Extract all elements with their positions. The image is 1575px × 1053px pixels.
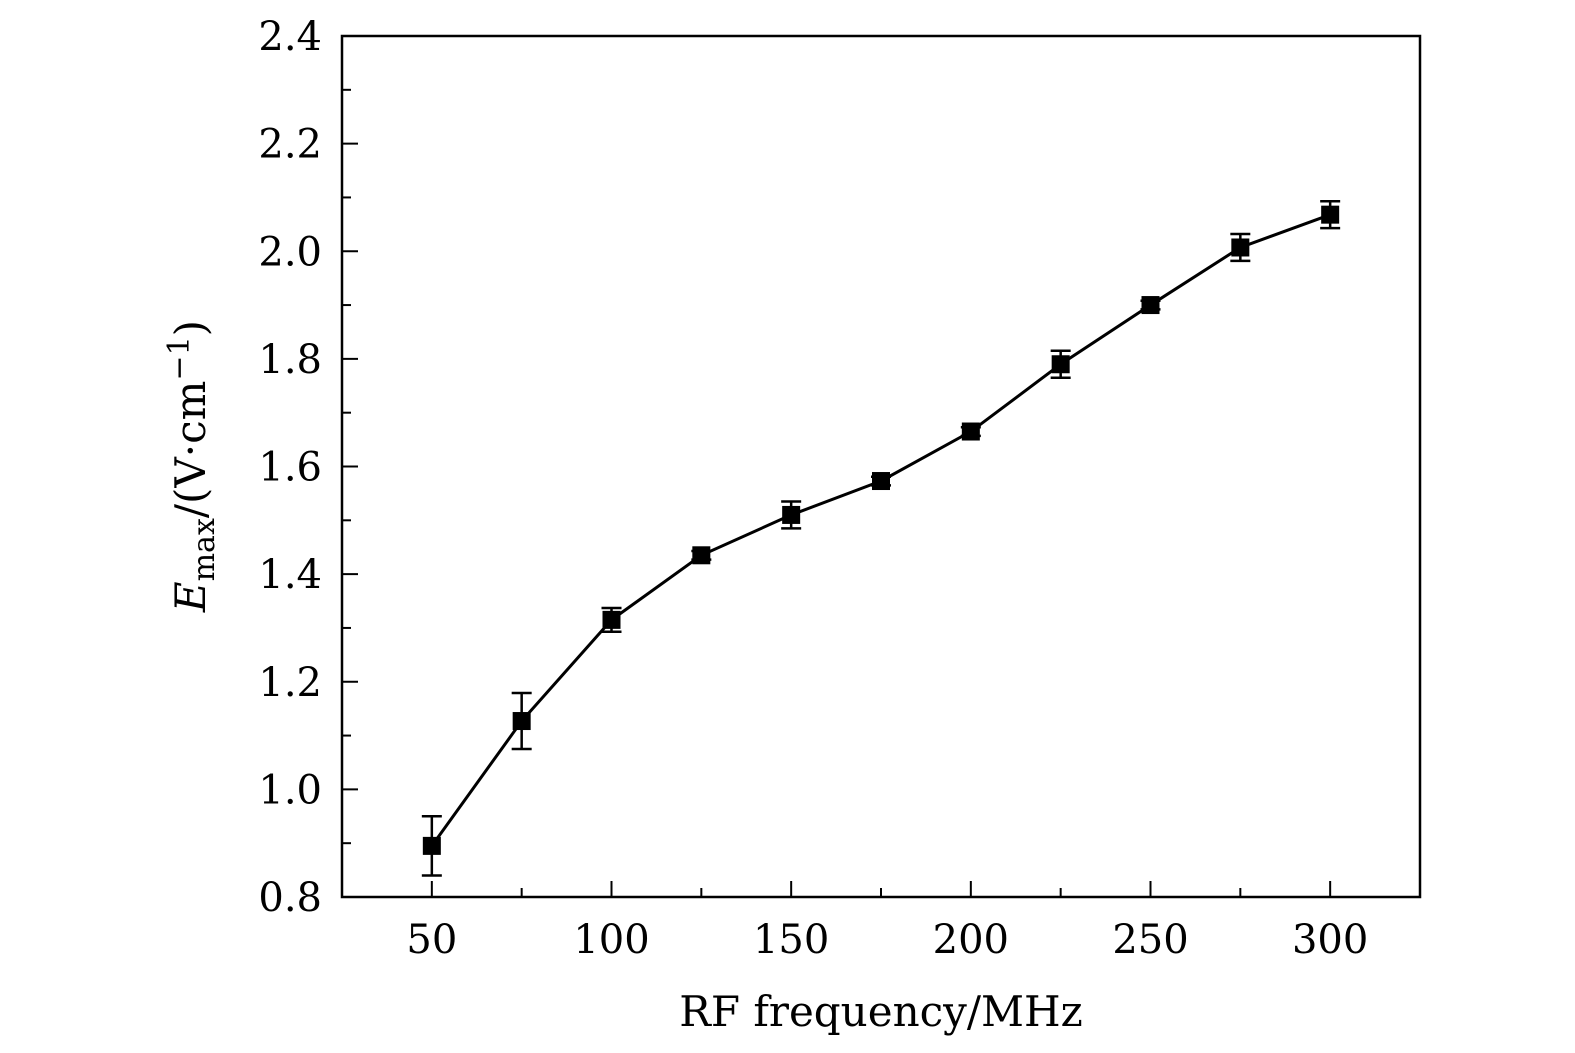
y-tick-label: 0.8 — [258, 875, 322, 921]
x-tick-label: 150 — [753, 917, 829, 963]
data-point — [1141, 296, 1160, 315]
y-axis-unit-close: ) — [166, 320, 215, 336]
x-axis-title: RF frequency/MHz — [679, 987, 1083, 1036]
x-tick-label: 50 — [406, 917, 457, 963]
y-axis-subscript: max — [187, 518, 222, 581]
data-point — [512, 712, 531, 731]
data-point — [422, 836, 441, 855]
data-point — [782, 505, 801, 524]
y-axis-unit: /(V·cm — [166, 381, 215, 519]
data-point — [602, 610, 621, 629]
data-point — [1051, 355, 1070, 374]
y-tick-label: 2.4 — [258, 14, 322, 60]
y-axis-symbol: E — [166, 581, 215, 613]
plot-frame — [340, 34, 1422, 899]
y-tick-label: 1.0 — [258, 767, 322, 813]
x-tick-label: 250 — [1112, 917, 1188, 963]
y-tick-label: 1.4 — [258, 552, 322, 598]
data-point — [961, 422, 980, 441]
y-axis-unit-exponent: −1 — [162, 336, 197, 380]
y-tick-label: 1.6 — [258, 445, 322, 491]
x-tick-label: 300 — [1292, 917, 1368, 963]
data-series — [421, 199, 1341, 877]
y-axis-title: Emax/(V·cm−1) — [162, 320, 222, 613]
data-point — [1321, 205, 1340, 224]
data-point — [1231, 238, 1250, 257]
axis-ticks — [342, 35, 1332, 898]
data-point — [692, 546, 711, 565]
data-point — [872, 472, 890, 491]
tick-labels: 50 100 150 200 250 300 0.8 1.0 1.2 1.4 1.6 1.8 2.0 2.… — [258, 14, 1368, 963]
y-tick-label: 1.2 — [258, 660, 322, 706]
series-line — [430, 213, 1331, 847]
y-tick-label: 2.0 — [258, 229, 322, 275]
y-tick-label: 2.2 — [258, 122, 322, 168]
x-tick-label: 100 — [573, 917, 649, 963]
y-tick-label: 1.8 — [258, 337, 322, 383]
x-tick-label: 200 — [933, 917, 1009, 963]
